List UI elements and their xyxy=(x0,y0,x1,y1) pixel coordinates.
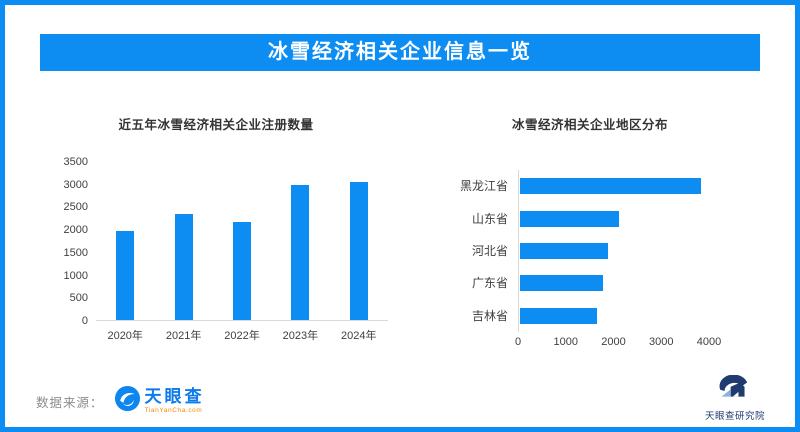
tianyancha-url-text: TianYanCha.com xyxy=(144,407,203,414)
data-source-row: 数据来源： 天眼查 TianYanCha.com xyxy=(36,384,205,418)
y-tick-label: 3500 xyxy=(63,156,88,168)
registration-chart-plot xyxy=(96,162,388,321)
y-tick-label: 1000 xyxy=(63,269,88,282)
registration-chart: 近五年冰雪经济相关企业注册数量 0 500 1000 1500 2000 2500 3000… xyxy=(60,106,400,366)
y-tick-label: 0 xyxy=(81,315,88,327)
region-bar xyxy=(520,243,608,259)
page-title: 冰雪经济相关企业信息一览 xyxy=(40,34,760,71)
x-tick-label: 4000 xyxy=(696,336,722,348)
region-bar xyxy=(520,210,620,227)
registration-bar xyxy=(349,181,368,320)
region-chart-categories: 黑龙江省山东省河北省广东省吉林省 xyxy=(430,170,514,332)
region-chart-title: 冰雪经济相关企业地区分布 xyxy=(511,118,668,132)
tianyancha-logo-texts: 天眼查 TianYanCha.com xyxy=(144,387,205,415)
registration-bar xyxy=(233,222,251,320)
region-chart-xaxis: 0 1000 2000 3000 4000 xyxy=(515,336,738,350)
registration-bar xyxy=(174,214,193,320)
registration-chart-xaxis: 2020年 2021年 2022年 2023年 2024年 xyxy=(96,327,388,343)
registration-bar xyxy=(291,184,310,320)
x-tick-label: 3000 xyxy=(649,336,674,348)
region-category-label: 河北省 xyxy=(471,244,508,258)
x-tick-label: 2000 xyxy=(601,336,626,348)
y-tick-label: 1500 xyxy=(63,246,88,259)
x-category-label: 2024年 xyxy=(341,330,377,342)
x-category-label: 2021年 xyxy=(165,330,202,342)
research-institute-label: 天眼查研究院 xyxy=(704,411,765,422)
data-source-label: 数据来源： xyxy=(36,395,104,410)
y-tick-label: 2000 xyxy=(63,224,88,237)
region-bar xyxy=(520,275,604,292)
registration-chart-yaxis: 0 500 1000 1500 2000 2500 3000 3500 xyxy=(60,156,88,327)
region-category-label: 广东省 xyxy=(471,276,508,291)
region-category-label: 山东省 xyxy=(471,211,508,226)
y-tick-label: 500 xyxy=(69,292,88,305)
tianyancha-logo: 天眼查 TianYanCha.com xyxy=(114,385,205,417)
research-institute-logo: 天眼查研究院 xyxy=(703,374,767,422)
tianyancha-wordmark: 天眼查 xyxy=(144,387,205,406)
region-category-label: 吉林省 xyxy=(471,308,508,323)
x-category-label: 2022年 xyxy=(224,330,260,342)
region-chart: 冰雪经济相关企业地区分布 黑龙江省山东省河北省广东省吉林省 0 1000 2000 3… xyxy=(430,106,770,366)
registration-bar xyxy=(116,231,135,320)
x-category-label: 2023年 xyxy=(282,330,319,342)
region-bar xyxy=(520,178,702,195)
tianyancha-eye-icon xyxy=(114,385,141,417)
y-tick-label: 2500 xyxy=(63,201,88,214)
region-category-label: 黑龙江省 xyxy=(459,179,508,194)
region-bar xyxy=(520,307,598,324)
x-tick-label: 1000 xyxy=(553,336,578,348)
research-institute-icon xyxy=(717,374,753,405)
x-category-label: 2020年 xyxy=(107,330,143,342)
registration-chart-title: 近五年冰雪经济相关企业注册数量 xyxy=(118,118,314,132)
x-tick-label: 0 xyxy=(514,336,522,348)
y-tick-label: 3000 xyxy=(63,178,88,191)
region-chart-plot xyxy=(518,170,718,332)
